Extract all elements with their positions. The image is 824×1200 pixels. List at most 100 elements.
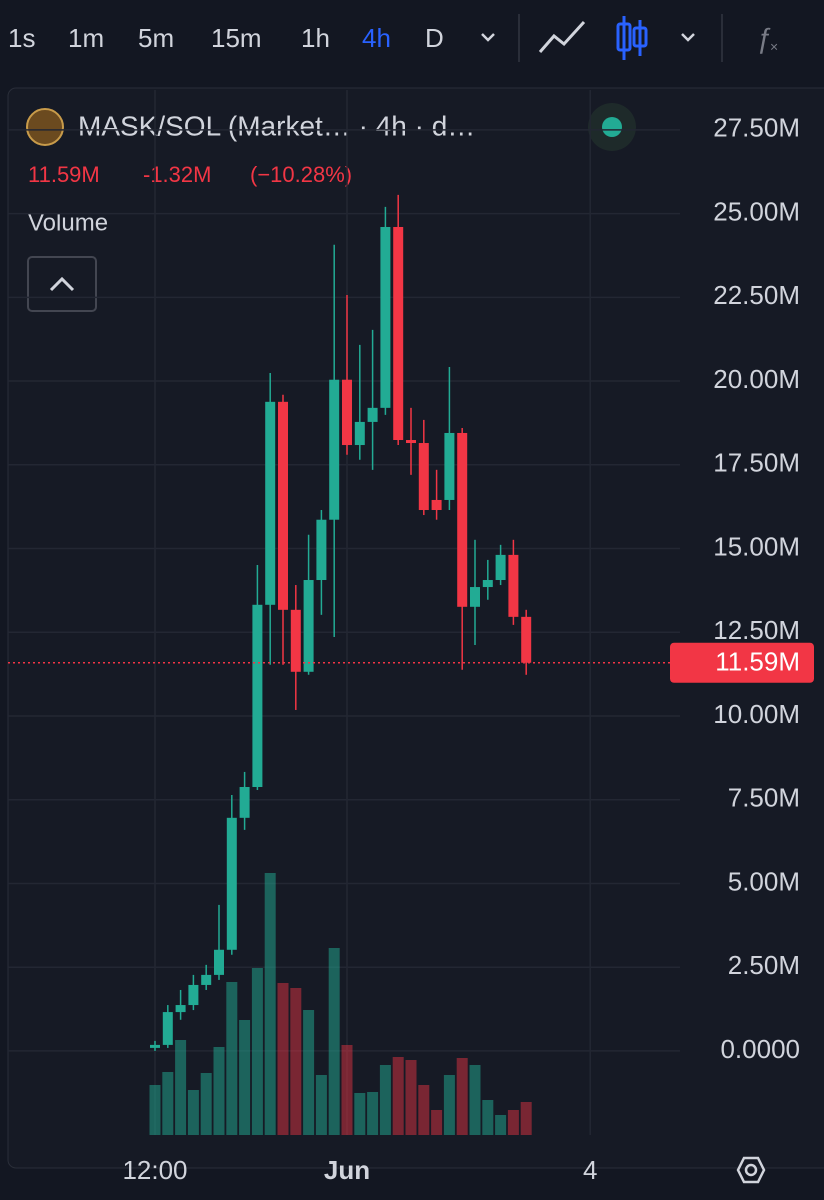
volume-bar: [277, 983, 289, 1135]
volume-bar: [405, 1060, 417, 1135]
indicators-icon[interactable]: ×: [770, 39, 778, 55]
y-tick-label: 20.00M: [713, 364, 800, 394]
y-tick-label: 0.0000: [720, 1034, 800, 1064]
volume-bar: [162, 1072, 174, 1135]
candle-body: [226, 817, 237, 950]
interval-button[interactable]: 4h: [362, 23, 391, 53]
candle-body: [495, 554, 506, 581]
volume-bar: [431, 1110, 443, 1135]
volume-bar: [226, 982, 238, 1135]
candle-body: [393, 226, 404, 441]
indicators-icon[interactable]: ƒ: [756, 22, 772, 53]
candle-chart-icon[interactable]: [616, 16, 648, 60]
chart-type-dropdown[interactable]: [681, 33, 695, 42]
candle-body: [354, 421, 365, 446]
candle-body: [201, 974, 212, 985]
volume-bar: [367, 1092, 379, 1135]
y-tick-label: 25.00M: [713, 196, 800, 226]
interval-button[interactable]: 15m: [211, 23, 262, 53]
toolbar: ƒ × 1s 1m 5m 15m 1h 4h D: [8, 14, 778, 62]
volume-bar: [303, 1010, 315, 1135]
interval-button[interactable]: 1s: [8, 23, 35, 53]
volume-bar: [187, 1090, 199, 1135]
y-tick-label: 17.50M: [713, 448, 800, 478]
candle-body: [239, 787, 250, 818]
y-tick-label: 2.50M: [728, 950, 800, 980]
volume-bar: [213, 1047, 225, 1135]
candle-body: [482, 580, 493, 588]
candle-body: [265, 401, 276, 605]
candle-body: [303, 580, 314, 672]
candle-body: [329, 379, 340, 520]
candle-body: [521, 616, 532, 663]
candle-body: [252, 604, 263, 788]
y-tick-label: 12.50M: [713, 615, 800, 645]
volume-bar: [443, 1075, 455, 1135]
status-dot: [602, 117, 622, 137]
volume-bar: [341, 1045, 353, 1135]
x-tick-label: 4: [583, 1155, 597, 1185]
token-avatar: [26, 108, 64, 146]
volume-bar: [315, 1075, 327, 1135]
candle-body: [214, 949, 224, 975]
candle-body: [406, 440, 416, 444]
volume-bar: [456, 1058, 468, 1135]
candle-body: [316, 519, 327, 581]
candle-body: [367, 407, 378, 422]
volume-bar: [328, 948, 340, 1135]
candle-body: [150, 1044, 160, 1048]
volume-bar: [520, 1102, 532, 1135]
symbol-title: MASK/SOL (Market… · 4h · d…: [78, 110, 475, 141]
change-percent: (−10.28%): [250, 162, 352, 187]
candle-body: [508, 554, 519, 617]
candle-body: [418, 443, 429, 511]
candle-body: [278, 401, 288, 610]
candle-body: [290, 609, 301, 672]
y-tick-label: 5.00M: [728, 866, 800, 896]
candle-body: [175, 1005, 186, 1013]
price: 11.59M: [28, 162, 100, 187]
last-price-tag: [670, 642, 814, 683]
y-tick-label: 27.50M: [713, 113, 800, 143]
interval-dropdown[interactable]: [481, 33, 495, 42]
volume-bar: [175, 1040, 187, 1135]
volume-bar: [507, 1110, 519, 1135]
interval-button[interactable]: 1h: [301, 23, 330, 53]
y-tick-label: 7.50M: [728, 783, 800, 813]
last-price-label: 11.59M: [715, 647, 800, 677]
x-tick-label: Jun: [324, 1155, 370, 1185]
candle-body: [188, 984, 199, 1006]
volume-bar: [418, 1085, 430, 1135]
volume-bar: [149, 1085, 161, 1135]
y-tick-label: 10.00M: [713, 699, 800, 729]
volume-bar: [469, 1065, 481, 1135]
volume-bar: [200, 1073, 212, 1135]
collapse-button[interactable]: [27, 256, 97, 312]
volume-bar: [392, 1057, 404, 1135]
interval-button[interactable]: 1m: [68, 23, 104, 53]
y-tick-label: 15.00M: [713, 531, 800, 561]
candle-body: [342, 379, 352, 446]
candle-body: [162, 1012, 173, 1045]
candle-body: [470, 587, 480, 607]
candle-body: [380, 226, 391, 408]
chart-panel: [7, 87, 824, 1169]
volume-bar: [239, 1020, 251, 1135]
volume-bar: [290, 988, 302, 1135]
volume-bar: [379, 1065, 391, 1135]
volume-bar: [495, 1115, 507, 1135]
candle-body: [457, 432, 468, 607]
interval-button[interactable]: 5m: [138, 23, 174, 53]
change: -1.32M: [143, 162, 211, 187]
settings-icon[interactable]: [736, 1156, 766, 1184]
line-chart-icon[interactable]: [538, 20, 586, 53]
interval-button[interactable]: D: [425, 23, 444, 53]
volume-bar: [251, 968, 263, 1135]
collapse-chevron: [49, 276, 75, 292]
y-tick-label: 22.50M: [713, 280, 800, 310]
x-tick-label: 12:00: [122, 1155, 187, 1185]
volume-bar: [264, 873, 276, 1135]
candle-body: [444, 432, 455, 500]
